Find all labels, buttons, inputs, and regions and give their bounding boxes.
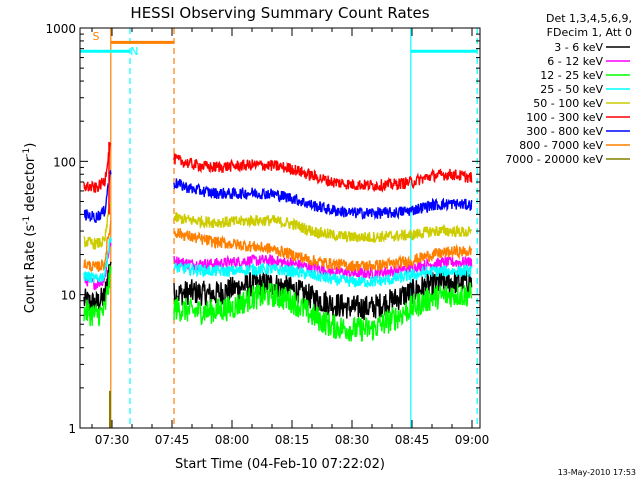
annotation-label-1: N [130, 45, 138, 58]
y-tick-label-3: 1000 [45, 22, 76, 36]
series-3 [83, 236, 473, 289]
series-2 [83, 265, 473, 342]
x-tick-label-4: 08:30 [335, 433, 370, 447]
series-2-segment-0 [83, 265, 112, 327]
y-axis: 1 10 100 1000 [45, 22, 480, 436]
series-6-segment-0 [83, 169, 112, 223]
plot-inner: SN [80, 28, 478, 428]
y-axis-label-exponent: -1 [22, 216, 32, 225]
x-tick-label-1: 07:45 [155, 433, 190, 447]
annotation-label-0: S [93, 30, 100, 43]
x-tick-label-6: 09:00 [455, 433, 490, 447]
series-4-segment-1 [173, 212, 473, 243]
x-tick-label-2: 08:00 [215, 433, 250, 447]
y-axis-label-detector: detector [23, 156, 38, 216]
series-5-segment-0 [83, 142, 112, 193]
series-6-segment-1 [173, 178, 473, 221]
series-7-segment-0 [83, 220, 112, 273]
y-tick-label-1: 10 [61, 289, 76, 303]
plot-frame [79, 27, 481, 429]
x-tick-label-0: 07:30 [95, 433, 130, 447]
legend-header-line-1: Det 1,3,4,5,6,9, [546, 12, 632, 25]
plot-area: SN [80, 28, 478, 428]
legend-label-6: 300 - 800 keV [526, 125, 603, 138]
series-3-segment-0 [83, 236, 112, 284]
y-tick-label-0: 1 [68, 422, 76, 436]
legend-label-3: 25 - 50 keV [540, 83, 603, 96]
x-axis-label: Start Time (04-Feb-10 07:22:02) [175, 457, 385, 472]
date-stamp: 13-May-2010 17:53 [558, 468, 636, 477]
y-axis-label: Count Rate (s-1 detector-1) [22, 143, 38, 314]
y-axis-label-exponent-2: -1 [22, 148, 32, 157]
legend-label-5: 100 - 300 keV [526, 111, 603, 124]
x-tick-label-5: 08:45 [395, 433, 430, 447]
series-7 [83, 220, 473, 273]
series-7-segment-1 [173, 227, 473, 273]
legend-label-0: 3 - 6 keV [554, 41, 603, 54]
series-3-segment-1 [173, 262, 473, 289]
chart-title: HESSI Observing Summary Count Rates [130, 4, 429, 22]
legend-label-7: 800 - 7000 keV [519, 139, 603, 152]
x-tick-label-3: 08:15 [275, 433, 310, 447]
series-5-segment-1 [173, 153, 473, 193]
legend-label-1: 6 - 12 keV [547, 55, 603, 68]
x-axis: 07:30 07:45 08:00 08:15 08:30 08:45 09:00 [91, 28, 490, 447]
legend-label-2: 12 - 25 keV [540, 69, 603, 82]
y-axis-label-close: ) [23, 143, 38, 148]
y-axis-label-text: Count Rate (s [23, 225, 38, 314]
series-4-segment-0 [83, 202, 112, 250]
series-6 [83, 169, 473, 223]
series-2-segment-1 [173, 282, 473, 342]
legend-label-8: 7000 - 20000 keV [505, 153, 603, 166]
legend: Det 1,3,4,5,6,9, FDecim 1, Att 0 3 - 6 k… [505, 12, 632, 166]
legend-header-line-2: FDecim 1, Att 0 [547, 26, 632, 39]
legend-label-4: 50 - 100 keV [533, 97, 603, 110]
series-5 [83, 142, 473, 193]
y-tick-label-2: 100 [53, 155, 76, 169]
series-4 [83, 202, 473, 250]
